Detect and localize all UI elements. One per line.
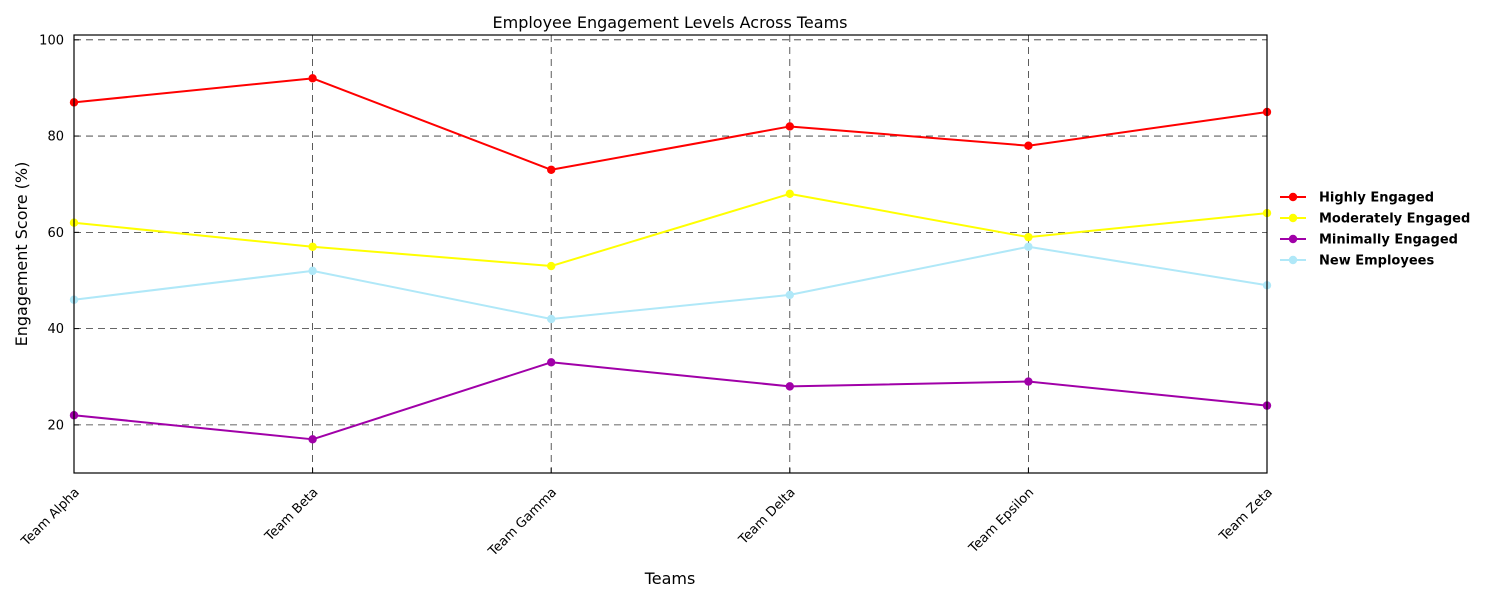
data-point <box>1024 242 1033 251</box>
data-point <box>547 261 556 271</box>
legend: Highly Engaged Moderately Engaged Minimall… <box>1280 191 1470 269</box>
data-point <box>547 314 556 324</box>
series-minimally-engaged <box>69 358 1272 444</box>
x-tick-label: Team Zeta <box>1216 485 1276 545</box>
x-axis-label: Teams <box>644 569 696 588</box>
legend-marker <box>1288 234 1298 244</box>
data-point <box>785 189 794 199</box>
data-point <box>547 358 556 367</box>
legend-label: New Employees <box>1319 254 1434 269</box>
y-tick-label: 20 <box>47 418 64 433</box>
data-point <box>308 435 317 444</box>
data-point <box>1024 377 1033 386</box>
series-line <box>73 361 1268 441</box>
plot-frame <box>73 34 1268 474</box>
series-group <box>69 74 1272 444</box>
data-point <box>308 242 317 251</box>
data-point <box>785 382 794 391</box>
y-tick-label: 80 <box>47 130 64 145</box>
legend-label: Minimally Engaged <box>1319 233 1458 248</box>
data-point <box>785 122 794 131</box>
y-axis-label: Engagement Score (%) <box>12 162 31 347</box>
data-point <box>547 165 556 174</box>
series-line <box>73 192 1268 268</box>
y-tick-label: 40 <box>47 322 64 337</box>
data-point <box>785 290 794 300</box>
axis-ticks: 20 40 60 80 100 Team Alpha Team Beta Team Gamma… <box>18 33 1276 560</box>
legend-marker <box>1288 192 1298 202</box>
data-point <box>1024 141 1033 150</box>
x-tick-label: Team Epsilon <box>966 485 1038 557</box>
legend-item: Moderately Engaged <box>1280 212 1470 227</box>
grid <box>73 35 1268 473</box>
series-moderately-engaged <box>69 189 1272 271</box>
legend-item: Minimally Engaged <box>1280 233 1458 248</box>
legend-item: Highly Engaged <box>1280 191 1434 206</box>
legend-item: New Employees <box>1280 254 1434 269</box>
series-line <box>73 245 1268 320</box>
y-tick-label: 60 <box>47 226 64 241</box>
x-tick-label: Team Beta <box>262 485 322 545</box>
legend-label: Moderately Engaged <box>1319 212 1470 227</box>
chart-title: Employee Engagement Levels Across Teams <box>493 13 848 32</box>
series-highly-engaged <box>69 74 1272 174</box>
y-tick-label: 100 <box>39 33 64 48</box>
series-line <box>73 77 1268 171</box>
legend-label: Highly Engaged <box>1319 191 1434 206</box>
legend-marker <box>1288 213 1298 223</box>
data-point <box>308 266 317 276</box>
legend-marker <box>1288 255 1298 265</box>
data-point <box>308 74 317 83</box>
x-tick-label: Team Gamma <box>485 485 560 560</box>
data-point <box>1024 232 1033 242</box>
x-tick-label: Team Alpha <box>18 485 83 550</box>
series-new-employees <box>69 242 1272 324</box>
x-tick-label: Team Delta <box>736 485 799 548</box>
